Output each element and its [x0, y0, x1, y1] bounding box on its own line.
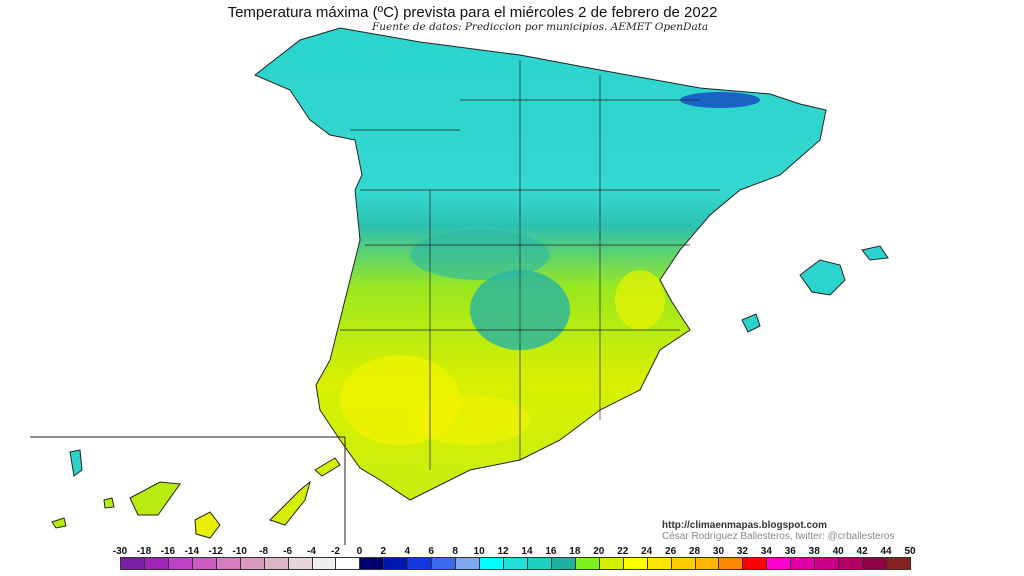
- legend-swatch: [886, 557, 911, 570]
- province-borders: [340, 60, 720, 470]
- credits-author: César Rodríguez Ballesteros, twitter: @c…: [662, 531, 895, 542]
- lanzarote: [314, 457, 341, 477]
- legend-swatch: [479, 557, 505, 570]
- ibiza: [741, 313, 761, 333]
- legend-label: 38: [808, 546, 820, 557]
- credits-url[interactable]: http://climaenmapas.blogspot.com: [662, 520, 828, 531]
- legend-swatch: [862, 557, 888, 570]
- legend-label: -12: [208, 546, 223, 557]
- legend-label: 50: [904, 546, 916, 557]
- legend-swatch: [598, 557, 624, 570]
- legend-label: -8: [259, 546, 269, 557]
- pyrenees-cold-zone: [680, 92, 760, 108]
- fuerteventura: [269, 480, 311, 526]
- east-warm-zone: [615, 270, 665, 330]
- legend-swatch: [622, 557, 648, 570]
- legend-swatch: [191, 557, 217, 570]
- el-hierro: [51, 517, 67, 529]
- legend-label: 10: [473, 546, 485, 557]
- legend-label: 20: [593, 546, 605, 557]
- color-legend: -30 -18 -16 -14 -12 -10 -8 -6 -4 -2 0 2 4 6 8 10 12 14 16 1…: [113, 546, 916, 572]
- legend-label: 34: [760, 546, 772, 557]
- legend-label: 14: [521, 546, 533, 557]
- gran-canaria: [194, 511, 221, 539]
- legend-swatch: [431, 557, 457, 570]
- legend-swatch: [287, 557, 313, 570]
- legend-label: 32: [736, 546, 748, 557]
- legend-swatch: [766, 557, 792, 570]
- legend-swatch: [383, 557, 409, 570]
- legend-label: 24: [641, 546, 653, 557]
- legend-label: 0: [356, 546, 363, 557]
- legend-swatch: [526, 557, 552, 570]
- map-subtitle: Fuente de datos: Prediccion por municipi…: [372, 21, 709, 33]
- legend-label: 22: [617, 546, 629, 557]
- legend-label: 28: [688, 546, 701, 557]
- legend-swatch: [838, 557, 864, 570]
- legend-label: 44: [880, 546, 892, 557]
- legend-swatch: [670, 557, 696, 570]
- central-zone: [410, 230, 550, 280]
- legend-label: -2: [331, 546, 340, 557]
- legend-swatch: [215, 557, 241, 570]
- menorca: [861, 245, 889, 261]
- legend-label: 30: [712, 546, 725, 557]
- credits: http://climaenmapas.blogspot.com César R…: [662, 520, 894, 542]
- legend-label: 40: [832, 546, 844, 557]
- legend-swatch: [646, 557, 672, 570]
- legend-swatch: [407, 557, 433, 570]
- legend-swatch: [120, 557, 145, 570]
- legend-label: 42: [856, 546, 868, 557]
- guadalquivir-warm-zone: [410, 395, 530, 445]
- legend-swatch: [503, 557, 528, 570]
- legend-swatch: [455, 557, 481, 570]
- legend-label: -4: [307, 546, 316, 557]
- legend-swatch: [239, 557, 265, 570]
- legend-swatch: [742, 557, 768, 570]
- mallorca: [799, 259, 846, 296]
- legend-label: 2: [380, 546, 387, 557]
- legend-label: 18: [569, 546, 581, 557]
- legend-label: 4: [404, 546, 411, 557]
- legend-label: -30: [112, 546, 128, 557]
- legend-swatch: [359, 557, 385, 570]
- legend-label: -14: [184, 546, 200, 557]
- legend-label: 16: [545, 546, 557, 557]
- legend-swatch: [143, 557, 169, 570]
- legend-swatch: [263, 557, 289, 570]
- tenerife: [129, 481, 181, 516]
- legend-swatch: [790, 557, 816, 570]
- legend-swatch: [550, 557, 576, 570]
- legend-label: 36: [784, 546, 796, 557]
- legend-label: 26: [665, 546, 677, 557]
- la-palma: [69, 449, 83, 477]
- legend-swatch: [311, 557, 337, 570]
- legend-label: 12: [497, 546, 509, 557]
- legend-swatch: [718, 557, 744, 570]
- legend-swatch: [167, 557, 193, 570]
- legend-label: 8: [452, 546, 458, 557]
- legend-label: 6: [428, 546, 434, 557]
- map-title: Temperatura máxima (ºC) prevista para el…: [227, 4, 718, 21]
- legend-swatch: [335, 557, 361, 570]
- la-gomera: [103, 497, 115, 509]
- legend-swatch: [574, 557, 600, 570]
- legend-label: -10: [232, 546, 247, 557]
- legend-label: -18: [136, 546, 152, 557]
- legend-swatch: [814, 557, 840, 570]
- legend-label: -16: [160, 546, 176, 557]
- legend-swatch: [694, 557, 720, 570]
- legend-label: -6: [283, 546, 293, 557]
